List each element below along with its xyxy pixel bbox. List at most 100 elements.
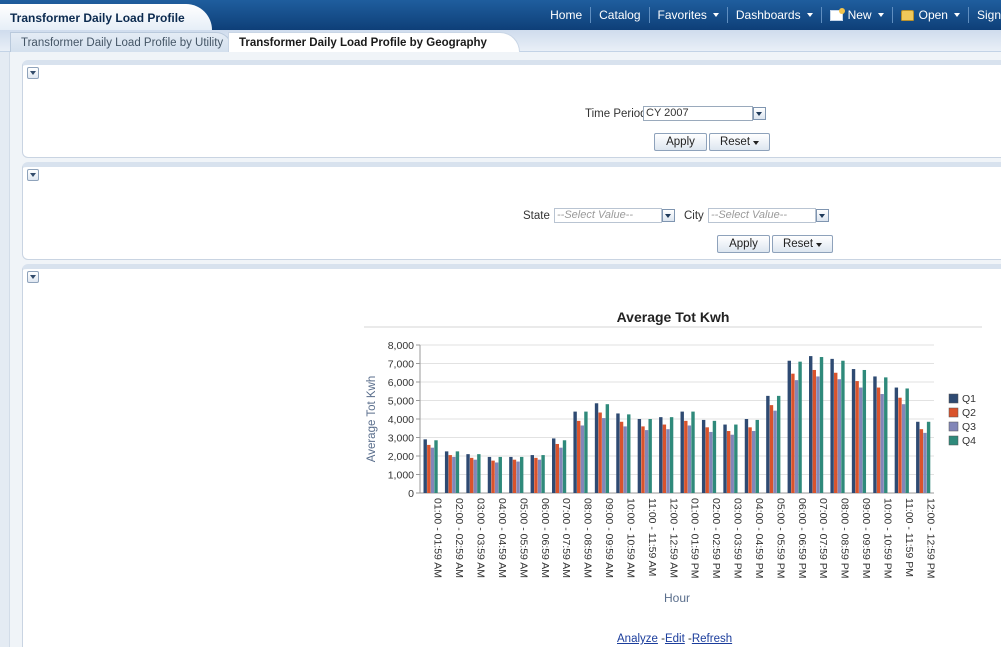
city-label: City bbox=[684, 210, 704, 222]
apply-button[interactable]: Apply bbox=[654, 133, 707, 151]
bar-q3 bbox=[880, 394, 884, 493]
nav-catalog[interactable]: Catalog bbox=[590, 7, 648, 23]
state-select[interactable]: --Select Value-- bbox=[554, 208, 662, 223]
analyze-link[interactable]: Analyze bbox=[617, 633, 658, 645]
bar-q2 bbox=[855, 381, 859, 493]
legend-swatch-q1 bbox=[948, 393, 959, 404]
bar-q3 bbox=[537, 459, 542, 493]
y-tick-label: 4,000 bbox=[388, 414, 414, 426]
bar-q3 bbox=[859, 387, 863, 493]
collapse-section-button[interactable] bbox=[27, 169, 39, 181]
x-tick-label: 10:00 - 10:59 AM bbox=[624, 498, 636, 578]
y-tick-label: 6,000 bbox=[388, 377, 414, 389]
bar-q1 bbox=[723, 424, 727, 493]
y-tick-label: 5,000 bbox=[388, 396, 414, 408]
bar-q2 bbox=[726, 431, 731, 493]
bar-q1 bbox=[530, 455, 534, 493]
legend-label-q2: Q2 bbox=[962, 407, 976, 419]
nav-open[interactable]: Open bbox=[891, 7, 968, 23]
bar-q4 bbox=[455, 451, 460, 493]
nav-sign[interactable]: Sign bbox=[967, 7, 1001, 23]
reset-button[interactable]: Reset bbox=[772, 235, 833, 253]
tab-by-geography[interactable]: Transformer Daily Load Profile by Geogra… bbox=[228, 32, 520, 52]
bar-q3 bbox=[430, 447, 435, 493]
chart-title: Average Tot Kwh bbox=[617, 309, 730, 325]
x-tick-label: 02:00 - 02:59 PM bbox=[710, 498, 722, 579]
bar-q2 bbox=[512, 459, 517, 493]
bar-q3 bbox=[730, 434, 734, 493]
bar-q1 bbox=[916, 421, 920, 493]
bar-q4 bbox=[712, 420, 717, 493]
state-label: State bbox=[523, 210, 550, 222]
refresh-link[interactable]: Refresh bbox=[691, 633, 733, 645]
bar-q1 bbox=[659, 417, 663, 493]
edit-link[interactable]: Edit bbox=[664, 633, 685, 645]
time-period-select[interactable]: CY 2007 bbox=[643, 106, 753, 121]
x-tick-label: 11:00 - 11:59 AM bbox=[646, 498, 658, 576]
y-tick-label: 0 bbox=[408, 488, 414, 500]
state-dropdown-arrow[interactable] bbox=[662, 209, 675, 222]
bar-q4 bbox=[862, 369, 867, 493]
nav-favorites[interactable]: Favorites bbox=[648, 7, 727, 23]
bar-q3 bbox=[837, 379, 842, 493]
reset-label: Reset bbox=[719, 136, 751, 148]
y-tick-label: 8,000 bbox=[388, 340, 414, 352]
bar-q4 bbox=[605, 404, 610, 493]
bar-q3 bbox=[516, 461, 520, 493]
dashboard-tabs: Transformer Daily Load Profile by Utilit… bbox=[0, 30, 1001, 52]
nav-home[interactable]: Home bbox=[542, 7, 590, 23]
reset-label: Reset bbox=[782, 238, 814, 250]
bar-q2 bbox=[427, 444, 431, 493]
x-tick-label: 08:00 - 08:59 PM bbox=[839, 498, 851, 579]
bar-q4 bbox=[884, 377, 888, 493]
bar-q3 bbox=[473, 459, 477, 493]
bar-q4 bbox=[477, 454, 481, 493]
bar-q3 bbox=[901, 404, 906, 493]
bar-q1 bbox=[466, 454, 470, 493]
bar-q4 bbox=[627, 414, 631, 493]
tab-by-geography-label: Transformer Daily Load Profile by Geogra… bbox=[239, 37, 487, 49]
bar-q2 bbox=[769, 405, 774, 493]
bar-q1 bbox=[851, 369, 856, 493]
bar-q3 bbox=[452, 456, 456, 493]
average-tot-kwh-chart: Average Tot Kwh 0 1,000 2,000 3,000 4,000 5,00… bbox=[364, 309, 982, 605]
collapse-section-button[interactable] bbox=[27, 271, 39, 283]
nav-sign-label: Sign bbox=[976, 8, 1001, 22]
collapse-section-button[interactable] bbox=[27, 67, 39, 79]
nav-home-label: Home bbox=[550, 8, 583, 22]
bar-q2 bbox=[662, 424, 667, 493]
apply-button[interactable]: Apply bbox=[717, 235, 770, 253]
left-rail bbox=[0, 52, 10, 647]
bar-q3 bbox=[794, 380, 799, 493]
bar-q4 bbox=[498, 456, 502, 493]
bar-q3 bbox=[602, 418, 606, 493]
x-tick-label: 03:00 - 03:59 AM bbox=[475, 498, 487, 578]
x-tick-label: 07:00 - 07:59 AM bbox=[560, 498, 572, 578]
link-separator: - bbox=[661, 633, 665, 645]
nav-dashboards[interactable]: Dashboards bbox=[726, 7, 821, 23]
nav-open-label: Open bbox=[918, 8, 948, 22]
bar-q2 bbox=[919, 429, 924, 493]
city-select[interactable]: --Select Value-- bbox=[708, 208, 816, 223]
bar-q4 bbox=[648, 419, 652, 493]
bar-q1 bbox=[573, 411, 577, 493]
bar-q3 bbox=[709, 431, 713, 493]
report-links: Analyze -Edit -Refresh bbox=[617, 633, 732, 645]
nav-new[interactable]: New bbox=[820, 7, 892, 23]
bar-q2 bbox=[898, 397, 902, 493]
city-dropdown-arrow[interactable] bbox=[816, 209, 829, 222]
bar-q1 bbox=[787, 360, 791, 493]
chevron-down-icon bbox=[816, 243, 823, 247]
bar-q4 bbox=[819, 357, 824, 493]
time-period-dropdown-arrow[interactable] bbox=[753, 107, 766, 120]
tab-by-utility-label: Transformer Daily Load Profile by Utilit… bbox=[21, 37, 224, 49]
x-tick-label: 05:00 - 05:59 AM bbox=[517, 498, 529, 578]
global-nav: Home Catalog Favorites Dashboards New Op… bbox=[542, 0, 1001, 30]
chevron-down-icon bbox=[712, 13, 719, 17]
time-period-label: Time Period bbox=[585, 108, 647, 120]
bar-q3 bbox=[751, 431, 756, 493]
tab-by-utility[interactable]: Transformer Daily Load Profile by Utilit… bbox=[10, 32, 232, 52]
bar-q1 bbox=[637, 419, 642, 493]
bar-q1 bbox=[894, 387, 899, 493]
reset-button[interactable]: Reset bbox=[709, 133, 770, 151]
